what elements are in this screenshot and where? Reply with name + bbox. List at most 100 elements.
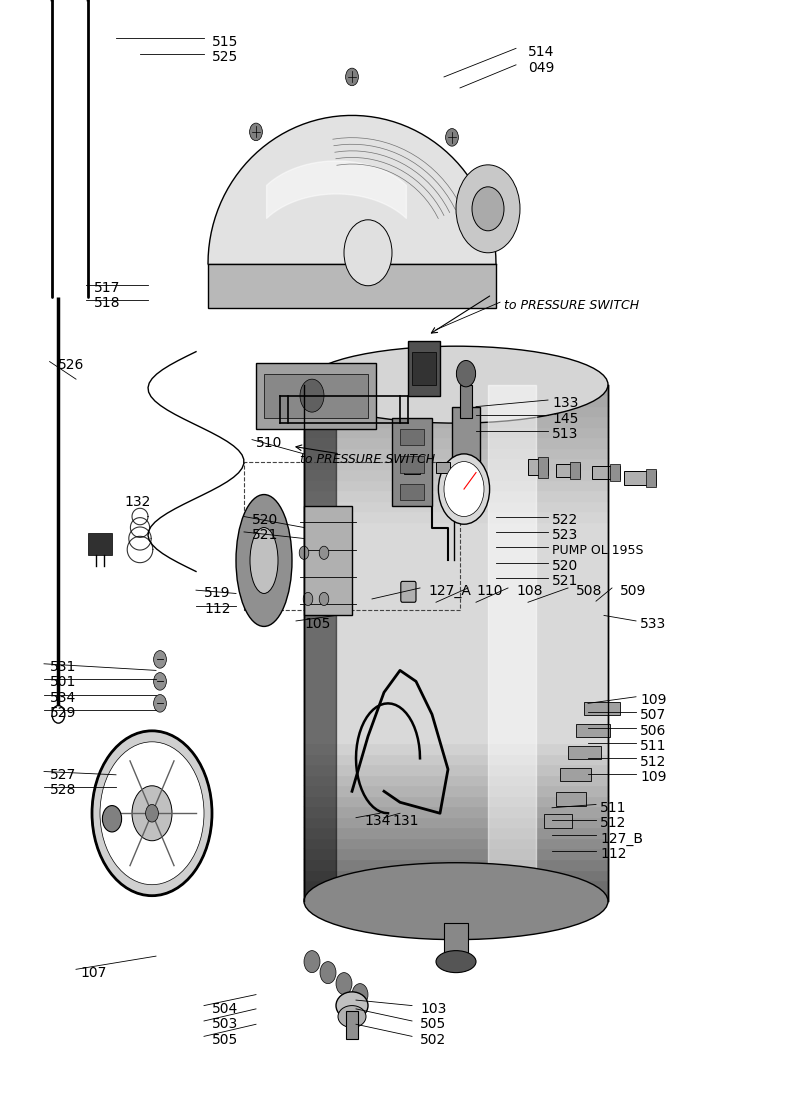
Ellipse shape [338,1006,366,1028]
Circle shape [52,706,65,723]
Text: 127_A: 127_A [428,585,471,598]
Circle shape [344,220,392,286]
Bar [560,768,591,781]
Text: PUMP OL 195S: PUMP OL 195S [552,544,643,557]
Text: 520: 520 [552,559,578,573]
Circle shape [319,546,329,559]
Text: 049: 049 [528,62,554,75]
Bar [610,464,620,481]
Bar [556,464,580,477]
Text: 505: 505 [420,1018,446,1031]
Bar [256,363,376,429]
Ellipse shape [336,991,368,1020]
Text: 510: 510 [256,436,282,449]
Ellipse shape [304,346,608,423]
PathPatch shape [208,115,496,264]
Ellipse shape [236,495,292,626]
Text: 132: 132 [124,496,150,509]
Text: 108: 108 [516,585,542,598]
Text: 512: 512 [640,755,666,768]
Circle shape [438,454,490,524]
Text: to PRESSURE SWITCH: to PRESSURE SWITCH [504,299,639,312]
Bar [624,471,656,485]
FancyBboxPatch shape [401,581,416,602]
Circle shape [456,360,475,387]
Bar [436,462,450,473]
Text: 508: 508 [576,585,602,598]
Text: 518: 518 [94,297,121,310]
Bar [244,462,460,610]
Text: 525: 525 [212,51,238,64]
Text: 529: 529 [50,707,76,720]
Bar [88,533,112,555]
Circle shape [146,804,158,822]
Text: 515: 515 [212,35,238,48]
Circle shape [300,379,324,412]
Text: 110: 110 [476,585,502,598]
Bar [592,466,620,479]
Text: 511: 511 [640,740,666,753]
Text: 502: 502 [420,1033,446,1046]
Text: 528: 528 [50,784,76,797]
Text: 520: 520 [252,513,278,526]
Text: 105: 105 [304,618,330,631]
Text: 527: 527 [50,768,76,781]
Bar [444,923,468,967]
Text: 534: 534 [50,691,76,704]
Circle shape [303,592,313,606]
Bar [544,814,572,828]
Circle shape [154,651,166,668]
Bar [404,460,420,474]
Bar [528,459,548,475]
Text: 521: 521 [252,529,278,542]
Text: 109: 109 [640,770,666,784]
Text: 112: 112 [204,602,230,615]
Text: 519: 519 [204,587,230,600]
Text: 513: 513 [552,428,578,441]
Circle shape [456,165,520,253]
Circle shape [154,695,166,712]
Text: 134: 134 [364,814,390,828]
Bar [208,264,496,308]
Text: 531: 531 [50,660,76,674]
Bar [264,374,368,418]
Bar [646,469,656,487]
Bar [304,506,352,615]
Text: 133: 133 [552,397,578,410]
Circle shape [92,731,212,896]
Bar [400,429,424,445]
Circle shape [154,673,166,690]
Text: 511: 511 [600,801,626,814]
Circle shape [444,462,484,517]
Ellipse shape [304,863,608,940]
Text: 107: 107 [80,966,106,979]
Circle shape [132,786,172,841]
Text: 517: 517 [94,281,121,295]
Bar [412,352,436,385]
Bar [556,792,586,806]
Circle shape [100,742,204,885]
Text: 514: 514 [528,45,554,58]
Text: 109: 109 [640,693,666,707]
Text: 509: 509 [620,585,646,598]
Text: 503: 503 [212,1018,238,1031]
Circle shape [472,187,504,231]
Bar [400,456,424,473]
Text: 523: 523 [552,529,578,542]
Text: 506: 506 [640,724,666,737]
Circle shape [304,951,320,973]
Text: 512: 512 [600,817,626,830]
Text: 504: 504 [212,1002,238,1015]
Text: 533: 533 [640,618,666,631]
Circle shape [346,68,358,86]
Text: to PRESSURE SWITCH: to PRESSURE SWITCH [300,453,435,466]
Text: 526: 526 [58,358,84,371]
Bar [576,724,610,737]
Text: 501: 501 [50,676,76,689]
Bar [346,1011,358,1039]
Text: 522: 522 [552,513,578,526]
Ellipse shape [436,951,476,973]
Bar [570,462,580,479]
Circle shape [250,123,262,141]
Bar [538,457,548,477]
